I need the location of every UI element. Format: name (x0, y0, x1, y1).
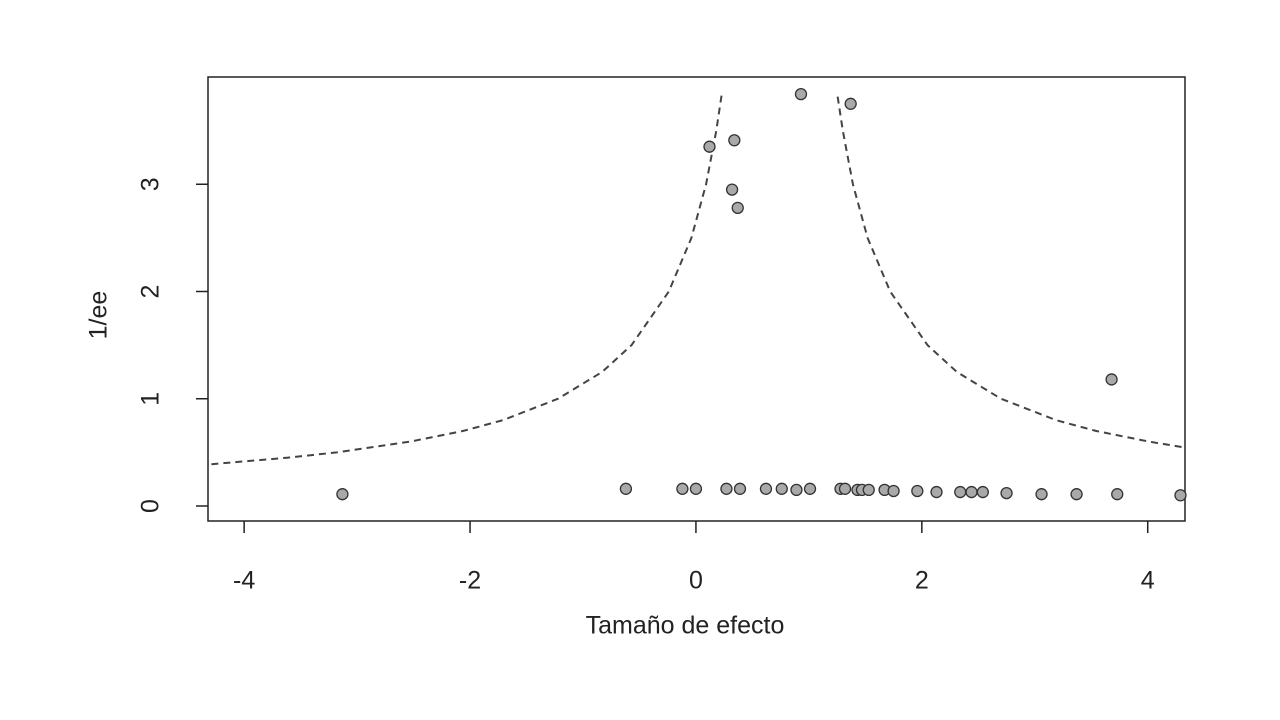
data-point (619, 482, 633, 495)
plot-frame (207, 76, 1186, 522)
x-axis-label: Tamaño de efecto (586, 612, 785, 640)
x-tick-label: 0 (689, 567, 703, 595)
data-point (794, 88, 808, 101)
data-point (965, 485, 978, 499)
y-tick-label: 0 (137, 499, 165, 513)
data-point (759, 482, 773, 495)
data-point (803, 482, 817, 495)
data-point (1174, 489, 1187, 502)
data-point (911, 484, 924, 498)
data-point (954, 485, 967, 499)
data-point (1105, 373, 1118, 386)
data-point (976, 485, 989, 499)
plot-area (211, 92, 1182, 466)
data-point (838, 482, 852, 495)
x-tick-label: -4 (233, 567, 255, 595)
data-point (703, 140, 716, 153)
y-axis-label: 1/ee (85, 291, 113, 340)
data-point (725, 183, 739, 196)
data-point (1000, 486, 1013, 500)
data-point (728, 134, 741, 147)
data-point (720, 482, 733, 495)
x-tick-label: -2 (459, 567, 481, 595)
data-point (862, 483, 875, 497)
data-point (731, 201, 744, 214)
data-point (1035, 488, 1048, 501)
funnel-line (211, 92, 723, 466)
x-tick-label: 2 (915, 567, 929, 595)
data-point (775, 482, 788, 495)
y-tick-label: 3 (137, 177, 165, 191)
data-point (844, 97, 857, 110)
data-point (790, 483, 803, 497)
data-point (689, 482, 703, 495)
data-point (336, 488, 349, 501)
data-point (930, 485, 943, 499)
funnel-line (836, 92, 1182, 448)
y-tick-label: 1 (137, 392, 165, 406)
data-point (733, 482, 747, 495)
x-tick-label: 4 (1141, 567, 1155, 595)
data-point (887, 484, 900, 498)
data-point (1111, 488, 1124, 501)
y-tick-label: 2 (137, 285, 165, 299)
data-point (676, 482, 689, 495)
data-point (1070, 488, 1083, 501)
